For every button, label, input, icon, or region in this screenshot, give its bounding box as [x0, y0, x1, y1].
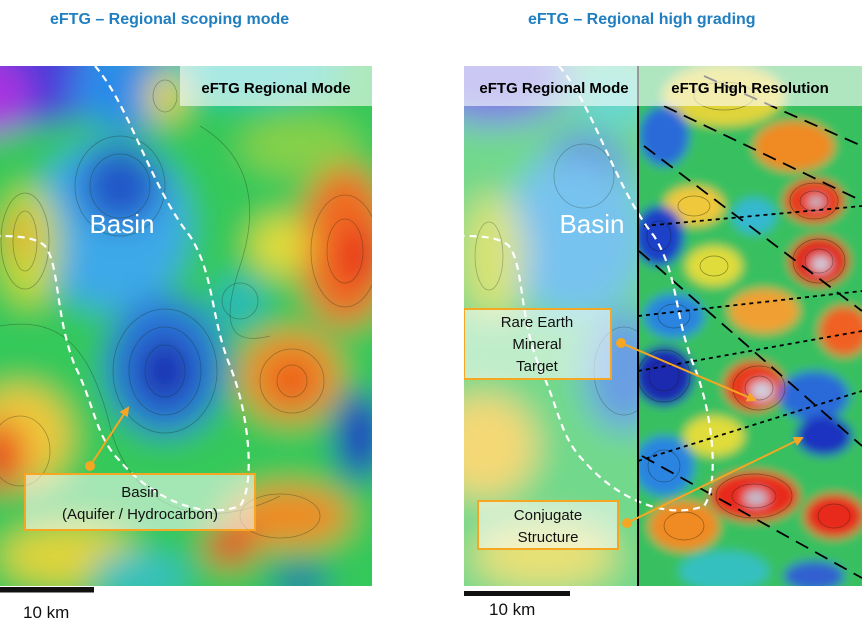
callout-arrow — [89, 406, 130, 467]
structure-text-line2: Structure — [518, 529, 579, 546]
regional-scoping-map: eFTG Regional Mode Basin Basin (Aquifer … — [0, 66, 372, 586]
callout-text-line1: Basin — [121, 484, 159, 501]
regional-mode-label: eFTG Regional Mode — [479, 80, 628, 97]
structure-arrow — [626, 436, 804, 524]
left-panel-title: eFTG – Regional scoping mode — [50, 11, 290, 28]
right-panel-title: eFTG – Regional high grading — [528, 11, 756, 28]
callout-text-line2: (Aquifer / Hydrocarbon) — [62, 506, 218, 523]
high-resolution-label: eFTG High Resolution — [671, 80, 829, 97]
mode-label-bar — [464, 66, 862, 106]
basin-boundary-line — [464, 66, 714, 512]
right-scale-label: 10 km — [489, 600, 536, 619]
basin-label: Basin — [559, 209, 624, 239]
target-text-line2: Mineral — [512, 336, 561, 353]
conjugate-structure-callout-box — [477, 500, 619, 550]
target-text-line1: Rare Earth — [501, 314, 574, 331]
right-scale-bar — [464, 591, 570, 596]
basin-callout-box — [24, 473, 256, 531]
target-callout-dot — [616, 338, 626, 348]
structure-text-line1: Conjugate — [514, 507, 582, 524]
target-arrow — [620, 342, 757, 402]
left-scale-bar — [0, 587, 94, 593]
callout-dot — [85, 461, 95, 471]
target-text-line3: Target — [516, 358, 559, 375]
left-scale-label: 10 km — [23, 603, 70, 622]
gravity-gradient-surface — [0, 66, 372, 586]
high-resolution-surface — [638, 66, 862, 586]
rare-earth-callout-box — [464, 308, 612, 380]
structure-callout-dot — [622, 518, 632, 528]
basin-label: Basin — [89, 209, 154, 239]
mode-label-box — [180, 66, 372, 106]
mode-label: eFTG Regional Mode — [201, 80, 350, 97]
regional-high-grading-map: eFTG Regional Mode eFTG High Resolution … — [464, 66, 862, 586]
fault-lines — [638, 75, 862, 579]
